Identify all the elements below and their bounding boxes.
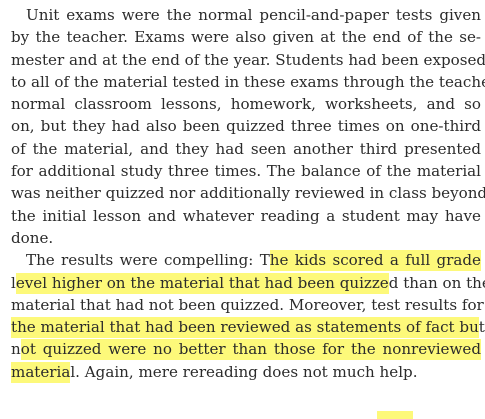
paragraph-2-line-4: the material that had been reviewed as s…: [11, 316, 485, 339]
paragraph-1-line-1: Unit exams were the normal pencil-and-pa…: [26, 6, 481, 24]
paragraph-1-line-11: done.: [11, 228, 54, 247]
highlight-fragment: [377, 411, 413, 419]
paragraph-1-line-5: normal classroom lessons, homework, work…: [11, 95, 481, 114]
paragraph-2-line-1: The results were compelling: The kids sc…: [11, 249, 481, 272]
highlighted-text: materia: [11, 361, 71, 383]
highlighted-text: he kids scored a full grade: [269, 250, 481, 272]
paragraph-1-line-6: on, but they had also been quizzed three…: [11, 117, 481, 136]
paragraph-2-line-3: material that had not been quizzed. More…: [11, 295, 484, 314]
paragraph-2-line-2: level higher on the material that had be…: [11, 272, 485, 294]
paragraph-1-line-2: by the teacher. Exams were also given at…: [11, 28, 481, 47]
highlighted-text: the material that had been reviewed as s…: [11, 317, 479, 339]
paragraph-1-line-3: mester and at the end of the year. Stude…: [11, 50, 485, 69]
highlighted-text: ot quizzed were no better than those for…: [20, 339, 481, 361]
highlighted-text: evel higher on the material that had bee…: [15, 272, 389, 294]
paragraph-2-line-6: material. Again, mere rereading does not…: [11, 361, 481, 383]
paragraph-1-line-9: was neither quizzed nor additionally rev…: [11, 184, 485, 203]
text-run: The results were compelling: T: [26, 251, 270, 270]
text-run: d than on the: [388, 273, 485, 292]
paragraph-1-line-8: for additional study three times. The ba…: [11, 162, 481, 181]
paragraph-1-line-10: the initial lesson and whatever reading …: [11, 206, 481, 225]
paragraph-1-line-4: to all of the material tested in these e…: [11, 72, 485, 91]
text-run: t: [478, 318, 485, 337]
text-run: n: [11, 340, 21, 359]
paragraph-2-line-5: not quizzed were no better than those fo…: [11, 338, 481, 361]
cut-off-next-line: [0, 411, 485, 419]
text-run: l: [11, 273, 16, 292]
paragraph-1-line-7: of the material, and they had seen anoth…: [11, 139, 481, 158]
text-run: l. Again, mere rereading does not much h…: [70, 362, 418, 381]
document-text: Unit exams were the normal pencil-and-pa…: [11, 4, 485, 383]
